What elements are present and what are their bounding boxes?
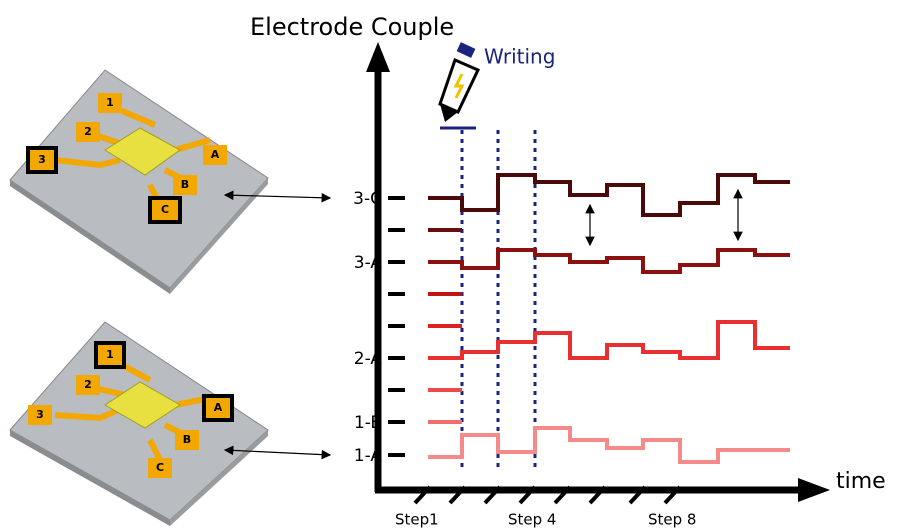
pencil-icon <box>440 42 478 128</box>
y-label: 1-B <box>354 413 382 433</box>
diagram: 1 2 3 A B C 1 2 3 A B C Electrode Couple… <box>0 0 907 531</box>
pad-label: B <box>181 178 189 191</box>
step-label: Step 4 <box>508 511 556 529</box>
step-label: Step1 <box>395 511 439 529</box>
pad-label: C <box>161 203 169 216</box>
axes <box>366 42 830 503</box>
pad-label: 1 <box>106 348 114 361</box>
step-label: Step 8 <box>648 511 696 529</box>
chip-bottom <box>10 322 268 526</box>
pad-label: C <box>156 461 164 474</box>
pad-label: A <box>211 148 220 161</box>
pad-label: 2 <box>84 125 92 138</box>
y-label: 1-A <box>354 446 383 466</box>
traces <box>428 175 790 462</box>
pad-label: 3 <box>38 153 46 166</box>
pad-label: 2 <box>84 378 92 391</box>
y-label: 3-A <box>354 253 383 273</box>
pad-label: A <box>214 401 223 414</box>
pad-label: B <box>183 433 191 446</box>
pad-label: 1 <box>106 96 114 109</box>
y-label: 2-A <box>354 349 383 369</box>
x-axis-label: time <box>836 469 886 494</box>
chip-top <box>10 70 268 294</box>
writing-label: Writing <box>484 45 555 69</box>
y-label: 3-C <box>353 189 382 209</box>
title: Electrode Couple <box>250 13 454 41</box>
pad-label: 3 <box>36 408 44 421</box>
